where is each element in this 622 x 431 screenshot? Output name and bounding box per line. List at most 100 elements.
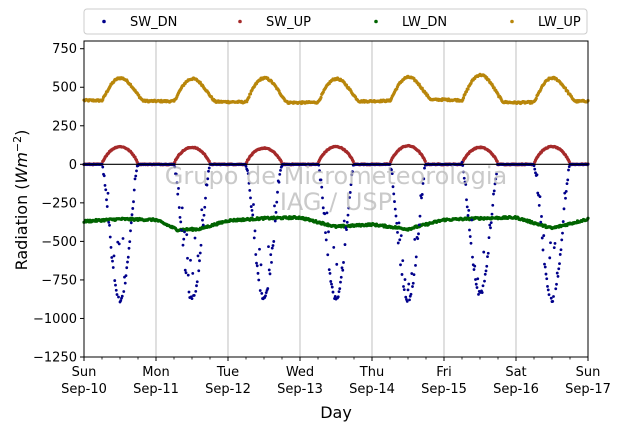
sw-dn-point — [196, 254, 200, 258]
sw-dn-point — [493, 182, 497, 186]
sw-dn-point — [128, 240, 132, 244]
x-tick-label-date: Sep-14 — [349, 382, 395, 397]
sw-dn-point — [558, 262, 561, 266]
legend-label-sw-up: SW_UP — [266, 15, 311, 30]
sw-dn-point — [122, 290, 126, 293]
sw-dn-point — [465, 198, 468, 202]
sw-dn-point — [121, 237, 125, 240]
lw-up-point — [566, 89, 570, 94]
sw-dn-point — [186, 273, 190, 277]
sw-dn-point — [413, 238, 417, 241]
sw-dn-point — [129, 229, 132, 233]
x-tick-label-date: Sep-13 — [277, 382, 323, 397]
y-tick-label: 250 — [52, 119, 77, 134]
sw-dn-point — [120, 294, 124, 298]
sw-dn-point — [177, 206, 181, 209]
sw-dn-point — [318, 169, 321, 173]
sw-dn-point — [190, 297, 194, 301]
sw-dn-point — [271, 244, 275, 247]
sw-dn-point — [469, 241, 473, 245]
y-tick-label: −750 — [41, 273, 77, 288]
sw-dn-point — [462, 170, 465, 174]
sw-dn-point — [273, 219, 277, 223]
sw-dn-point — [129, 221, 133, 225]
sw-dn-point — [195, 284, 198, 288]
y-axis-label-pre: Radiation ( — [12, 183, 31, 270]
lw-up-point — [247, 95, 251, 99]
sw-dn-point — [471, 255, 474, 259]
sw-dn-point — [254, 253, 258, 256]
sw-dn-point — [107, 220, 111, 224]
sw-dn-point — [197, 269, 201, 273]
sw-dn-point — [543, 262, 546, 266]
sw-dn-point — [331, 290, 335, 294]
sw-dn-point — [332, 245, 336, 249]
sw-dn-point — [392, 192, 396, 196]
sw-dn-point — [412, 273, 416, 277]
sw-dn-point — [191, 272, 195, 275]
legend-label-lw-dn: LW_DN — [402, 15, 447, 30]
sw-dn-point — [562, 207, 566, 211]
x-tick-label-day: Tue — [216, 365, 239, 380]
x-tick-label-day: Sun — [72, 365, 97, 380]
sw-dn-point — [393, 200, 396, 203]
sw-dn-point — [252, 203, 255, 206]
y-tick-label: −500 — [41, 235, 77, 250]
sw-dn-point — [405, 299, 409, 303]
sw-dn-point — [466, 213, 470, 217]
sw-dn-point — [558, 253, 562, 256]
sw-dn-point — [102, 174, 106, 178]
sw-dn-point — [390, 172, 394, 176]
sw-dn-point — [483, 272, 487, 276]
sw-dn-point — [532, 164, 536, 168]
sw-dn-point — [246, 169, 249, 172]
sw-dn-point — [345, 228, 348, 232]
sw-dn-point — [179, 220, 183, 224]
sw-dn-point — [321, 206, 325, 210]
sw-dn-point — [561, 220, 565, 223]
sw-dn-point — [111, 259, 114, 263]
sw-dn-point — [417, 223, 421, 227]
sw-dn-point — [175, 181, 179, 185]
sw-dn-point — [173, 165, 177, 169]
grid-lines — [155, 41, 517, 357]
watermark-line-1: Grupo de Micrometeorologia — [165, 162, 507, 190]
sw-up-point — [207, 159, 211, 163]
sw-dn-point — [553, 242, 557, 245]
sw-dn-point — [566, 178, 570, 182]
sw-dn-point — [257, 278, 261, 282]
sw-dn-point — [552, 246, 556, 250]
sw-dn-point — [403, 278, 407, 281]
sw-dn-point — [391, 185, 395, 189]
sw-dn-point — [565, 182, 569, 186]
sw-dn-point — [480, 291, 484, 294]
sw-dn-point — [567, 168, 570, 172]
sw-dn-point — [411, 281, 415, 285]
lw-up-point — [466, 87, 470, 91]
sw-dn-point — [552, 295, 555, 298]
sw-dn-point — [399, 234, 403, 238]
y-tick-label: 0 — [69, 158, 77, 173]
sw-dn-point — [205, 183, 209, 187]
sw-dn-point — [279, 168, 282, 172]
sw-dn-point — [393, 207, 397, 211]
sw-dn-point — [324, 238, 328, 242]
sw-dn-point — [255, 261, 258, 265]
sw-dn-point — [349, 183, 353, 187]
sw-dn-point — [463, 180, 467, 184]
sw-dn-point — [495, 172, 498, 176]
sw-dn-point — [414, 263, 417, 267]
sw-dn-point — [539, 220, 543, 224]
sw-dn-point — [350, 173, 354, 177]
sw-dn-point — [130, 213, 134, 217]
sw-dn-point — [486, 251, 490, 255]
x-tick-label-day: Fri — [436, 365, 452, 380]
sw-dn-point — [106, 191, 110, 195]
sw-dn-point — [489, 221, 493, 225]
sw-dn-point — [323, 212, 327, 216]
legend-marker-sw-dn — [102, 19, 106, 24]
sw-dn-point — [185, 233, 189, 237]
sw-dn-point — [408, 298, 411, 302]
sw-dn-point — [537, 204, 541, 207]
legend: SW_DN SW_UP LW_DN LW_UP — [83, 8, 588, 35]
